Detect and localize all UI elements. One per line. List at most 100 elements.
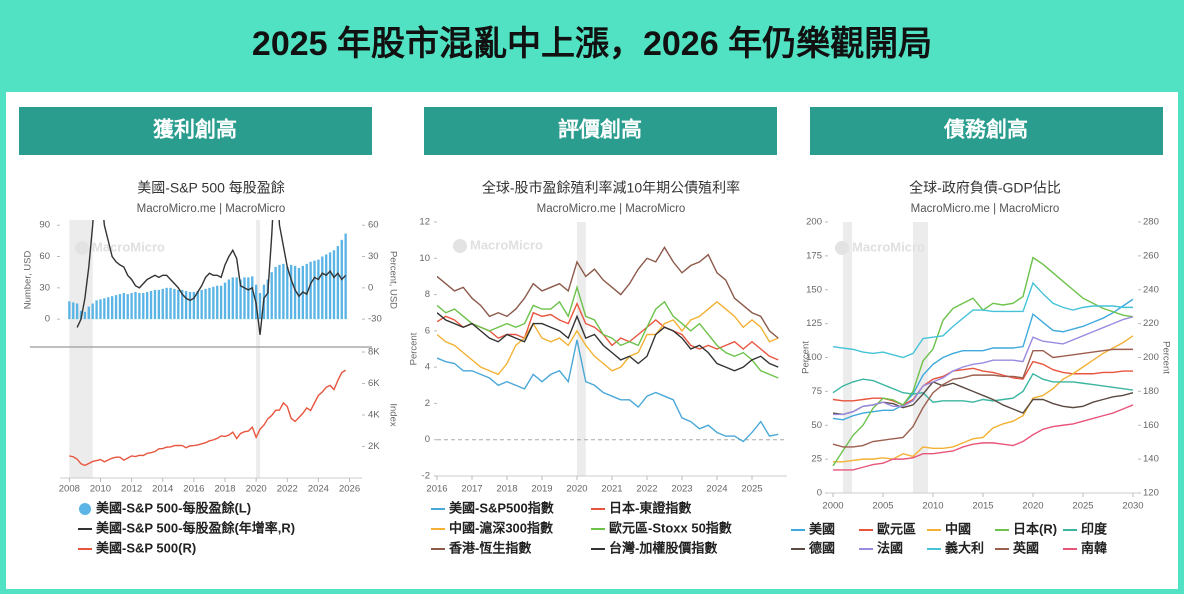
bar — [149, 290, 153, 320]
series-line — [437, 339, 779, 443]
legend-label: 印度 — [1081, 521, 1108, 536]
y3-axis-label: Index — [387, 403, 398, 426]
bar — [110, 296, 114, 320]
bar — [204, 288, 207, 320]
legend-label: 美國-S&P500指數 — [449, 500, 554, 515]
x-tick-label: 2023 — [671, 484, 692, 495]
x-tick-label: 2024 — [308, 484, 329, 495]
bar — [286, 266, 289, 320]
y-tick-label: 50 — [811, 420, 822, 431]
series-line — [832, 372, 1134, 403]
y-tick-label: 0 — [45, 314, 50, 325]
y2-tick-label: 260 — [1143, 250, 1159, 261]
legend-label: 德國 — [809, 540, 835, 555]
y2-tick-label: 280 — [1143, 217, 1159, 228]
x-tick-label: 2015 — [972, 501, 993, 512]
y-axis-label: Percent — [409, 332, 420, 365]
bar — [325, 254, 328, 320]
shaded-period — [843, 222, 852, 493]
y-axis-label: Percent — [801, 341, 812, 374]
bar — [200, 289, 203, 320]
y-tick-label: -2 — [422, 471, 430, 482]
watermark-icon — [835, 241, 849, 255]
x-tick-label: 2020 — [246, 484, 267, 495]
legend-label: 南韓 — [1081, 540, 1107, 555]
shaded-period — [913, 222, 928, 493]
chart-subtitle: MacroMicro.me | MacroMicro — [911, 203, 1060, 215]
series-line — [437, 301, 779, 361]
bar — [79, 310, 83, 320]
y2-tick-label: 240 — [1143, 284, 1159, 295]
bar — [192, 292, 196, 320]
series-line — [437, 246, 779, 339]
legend-label: 日本(R) — [1013, 521, 1057, 536]
panel-header — [810, 107, 1163, 155]
x-tick-label: 2021 — [601, 484, 622, 495]
panel-header — [19, 107, 372, 155]
bar — [274, 266, 277, 320]
bar — [142, 293, 145, 320]
bar — [212, 286, 215, 320]
series-line — [833, 335, 1134, 463]
y2-tick-label: 140 — [1143, 454, 1159, 465]
x-tick-label: 2025 — [1072, 501, 1093, 512]
y-tick-label: 75 — [811, 386, 822, 397]
legend-label: 歐元區-Stoxx 50指數 — [609, 520, 732, 535]
panel-title: 獲利創高 — [153, 118, 237, 142]
series-line — [437, 312, 779, 372]
bar — [181, 289, 184, 320]
series-line — [437, 284, 779, 379]
x-tick-label: 2014 — [152, 484, 173, 495]
legend-label: 美國-S&P 500-每股盈餘(L) — [96, 500, 251, 515]
content-area — [6, 92, 1178, 589]
bar — [231, 277, 234, 320]
bar — [95, 300, 98, 320]
y-tick-label: 100 — [806, 352, 822, 363]
chart-subtitle: MacroMicro.me | MacroMicro — [537, 203, 686, 215]
y-tick-label: 150 — [806, 284, 822, 295]
bar — [146, 292, 149, 320]
main-title: 2025 年股市混亂中上漲，2026 年仍樂觀開局 — [252, 24, 932, 63]
legend-marker — [79, 503, 91, 515]
bar — [114, 295, 118, 320]
x-tick-label: 2025 — [741, 484, 762, 495]
bar — [99, 299, 102, 320]
x-tick-label: 2016 — [426, 484, 447, 495]
y-tick-label: 90 — [39, 220, 50, 231]
bar — [235, 277, 238, 320]
x-tick-label: 2024 — [706, 484, 727, 495]
bar — [258, 293, 262, 320]
bar — [336, 246, 340, 320]
bar — [216, 285, 219, 320]
legend-label: 美國 — [809, 521, 835, 536]
bar — [169, 287, 172, 320]
series-line — [76, 220, 347, 335]
bar — [282, 263, 285, 320]
watermark-icon — [75, 241, 89, 255]
bar — [313, 260, 316, 320]
bar — [138, 293, 141, 320]
y-tick-label: 12 — [419, 217, 430, 228]
y-tick-label: 2 — [425, 398, 430, 409]
bar — [332, 250, 336, 320]
x-tick-label: 2030 — [1122, 501, 1143, 512]
x-tick-label: 2026 — [339, 484, 360, 495]
chart-subtitle: MacroMicro.me | MacroMicro — [137, 203, 286, 215]
series-line — [833, 316, 1134, 416]
series-line — [832, 298, 1134, 421]
bar — [118, 294, 122, 320]
x-tick-label: 2018 — [214, 484, 235, 495]
bar — [107, 297, 110, 320]
bar — [177, 289, 180, 320]
x-tick-label: 2022 — [277, 484, 298, 495]
y-tick-label: 8 — [425, 289, 430, 300]
bar — [219, 285, 223, 320]
y-tick-label: 10 — [419, 253, 430, 264]
y2-axis-label: Percent — [1160, 341, 1171, 374]
bar — [309, 261, 312, 320]
bar — [157, 289, 161, 320]
legend-label: 台灣-加權股價指數 — [609, 540, 717, 555]
legend-label: 法國 — [877, 540, 903, 555]
x-tick-label: 2022 — [636, 484, 657, 495]
